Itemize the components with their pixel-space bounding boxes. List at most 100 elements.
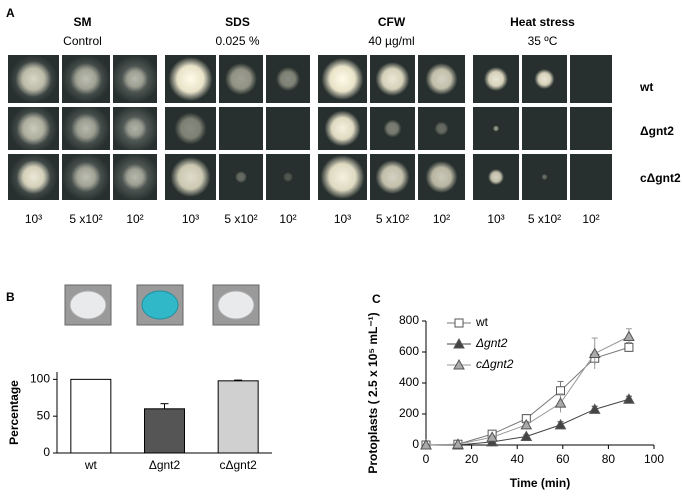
marker <box>420 438 432 450</box>
marker <box>520 430 533 441</box>
y-axis-label: Percentage <box>7 380 21 445</box>
marker <box>520 418 533 430</box>
condition-title: SM <box>74 15 92 29</box>
condition-subtitle: 35 ºC <box>528 34 558 48</box>
colony <box>383 119 402 138</box>
dilution-label: 10² <box>279 212 296 226</box>
y-tick-label: 200 <box>399 406 419 420</box>
colony <box>425 63 458 95</box>
colony <box>225 63 257 95</box>
colony <box>123 116 147 141</box>
x-tick-label: 80 <box>602 452 616 466</box>
plate-tile <box>570 154 612 200</box>
dilution-label: 10² <box>582 212 599 226</box>
dilution-label: 5 x10² <box>224 212 257 226</box>
wells <box>64 284 260 326</box>
y-tick-label: 800 <box>399 313 419 327</box>
panel-label: B <box>6 290 15 304</box>
x-tick-label: cΔgnt2 <box>219 458 257 472</box>
colony <box>375 160 410 194</box>
colony <box>484 67 508 91</box>
colony <box>375 62 410 96</box>
y-tick-label: 100 <box>30 372 50 386</box>
colony <box>174 112 207 145</box>
colony <box>493 125 499 132</box>
legend-label: Δgnt2 <box>475 336 508 350</box>
marker <box>454 318 464 328</box>
strain-label: Δgnt2 <box>640 124 674 138</box>
marker <box>486 431 498 442</box>
x-tick-label: 0 <box>423 452 430 466</box>
marker <box>453 337 465 349</box>
colony <box>276 67 300 91</box>
dilution-label: 5 x10² <box>528 212 561 226</box>
colony <box>122 164 148 190</box>
x-tick-label: Δgnt2 <box>149 458 181 472</box>
colony <box>235 171 247 183</box>
condition-title: Heat stress <box>510 15 575 29</box>
marker <box>623 393 635 404</box>
dilution-label: 10² <box>126 212 143 226</box>
colony <box>122 66 148 92</box>
dilution-label: 5 x10² <box>376 212 409 226</box>
x-tick-label: 100 <box>644 452 664 466</box>
y-tick-label: 600 <box>399 344 419 358</box>
panel-label: A <box>6 6 15 20</box>
marker <box>554 418 567 430</box>
condition-subtitle: 40 µg/ml <box>368 34 414 48</box>
marker <box>453 358 465 370</box>
y-axis-label: Protoplasts ( 2.5 x 10⁵ mL⁻¹) <box>366 312 380 473</box>
marker <box>554 397 567 408</box>
dilution-label: 10² <box>433 212 450 226</box>
strain-label: cΔgnt2 <box>640 171 681 185</box>
x-tick-label: 40 <box>511 452 525 466</box>
colony <box>16 111 51 146</box>
bar <box>217 380 259 454</box>
condition-subtitle: 0.025 % <box>215 34 259 48</box>
plate-tile <box>570 55 612 103</box>
dilution-label: 10³ <box>487 212 504 226</box>
colony <box>15 61 52 97</box>
colony <box>425 161 458 193</box>
marker <box>452 438 464 449</box>
colony <box>16 160 51 194</box>
colony <box>324 110 361 147</box>
dilution-label: 10³ <box>334 212 351 226</box>
colony <box>434 121 449 136</box>
bar <box>70 378 112 454</box>
dilution-label: 10³ <box>182 212 199 226</box>
legend-label: cΔgnt2 <box>476 357 514 371</box>
x-tick-label: 20 <box>465 452 479 466</box>
colony <box>70 63 102 95</box>
plate-tile <box>522 107 567 150</box>
dilution-label: 10³ <box>25 212 42 226</box>
panel-label: C <box>372 292 381 306</box>
condition-subtitle: Control <box>63 34 102 48</box>
plate-tile <box>219 107 263 150</box>
plate-tile <box>570 107 612 150</box>
condition-title: SDS <box>225 15 250 29</box>
bar <box>144 408 185 454</box>
colony <box>541 174 548 180</box>
strain-label: wt <box>639 80 653 94</box>
colony <box>283 172 293 182</box>
x-tick-label: wt <box>84 458 98 472</box>
y-tick-label: 400 <box>399 375 419 389</box>
condition-title: CFW <box>378 15 406 29</box>
colony <box>168 57 213 101</box>
colony <box>320 155 365 199</box>
y-tick-label: 50 <box>37 408 51 422</box>
colony <box>321 58 364 100</box>
x-axis-label: Time (min) <box>510 476 570 490</box>
colony <box>170 157 211 197</box>
colony <box>71 113 101 144</box>
colony <box>488 169 504 185</box>
x-tick-label: 60 <box>556 452 570 466</box>
plate-tile <box>266 107 310 150</box>
marker <box>588 347 601 359</box>
y-tick-label: 0 <box>43 445 50 459</box>
marker <box>588 403 601 414</box>
marker <box>623 330 635 341</box>
dilution-label: 5 x10² <box>69 212 102 226</box>
